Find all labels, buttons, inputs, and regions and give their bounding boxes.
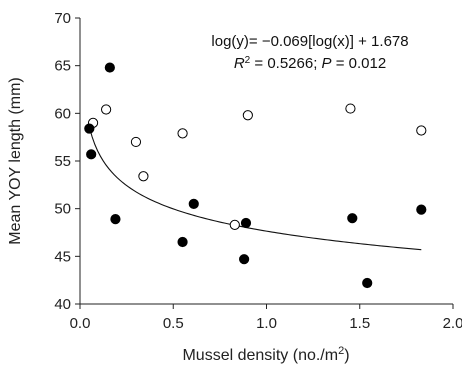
x-axis-title-end: ): [344, 347, 349, 364]
data-points: [84, 62, 427, 289]
x-tick-label: 0.5: [163, 315, 184, 332]
x-tick-label: 1.5: [349, 315, 370, 332]
stats-annotation: R2 = 0.5266; P = 0.012: [234, 55, 386, 73]
filled-data-point: [362, 277, 373, 289]
r2-superscript: 2: [245, 55, 251, 66]
equation-annotation: log(y)= −0.069[log(x)] + 1.678: [211, 33, 408, 50]
y-tick-label: 50: [54, 201, 71, 218]
filled-data-point: [239, 254, 250, 265]
open-data-point: [242, 110, 253, 121]
open-data-point: [101, 104, 112, 115]
open-data-point: [130, 136, 142, 148]
open-data-point: [416, 125, 427, 136]
x-tick-label: 0.0: [70, 315, 91, 332]
open-data-point: [177, 128, 188, 139]
axes: 40 45 50 55 60 65 70 0.0 0.5 1.0 1.5 2.0: [54, 10, 462, 332]
y-tick-label: 70: [54, 10, 71, 27]
filled-data-point: [347, 213, 358, 224]
y-tick-label: 45: [54, 248, 71, 265]
x-axis-title-superscript: 2: [338, 345, 344, 357]
p-value: = 0.012: [332, 55, 387, 72]
r2-label: R: [234, 55, 245, 72]
open-data-point: [138, 171, 149, 182]
x-axis-title-main: Mussel density (no./m: [182, 347, 338, 364]
trendline-group: [88, 126, 422, 251]
y-axis-title: Mean YOY length (mm): [7, 77, 24, 244]
open-data-point: [229, 219, 240, 230]
open-data-point: [345, 103, 356, 114]
y-tick-label: 60: [54, 105, 71, 122]
y-tick-label: 40: [54, 296, 71, 313]
y-tick-label: 55: [54, 153, 71, 170]
p-label: P: [322, 55, 332, 72]
y-tick-label: 65: [54, 58, 71, 75]
filled-data-point: [188, 198, 199, 209]
x-tick-label: 2.0: [443, 315, 462, 332]
filled-data-point: [84, 123, 95, 134]
filled-data-point: [110, 214, 121, 225]
filled-data-point: [416, 204, 427, 215]
r2-value: = 0.5266;: [250, 55, 321, 72]
filled-data-point: [104, 62, 115, 73]
filled-data-point: [177, 236, 188, 248]
filled-data-point: [240, 217, 252, 229]
x-tick-label: 1.0: [256, 315, 277, 332]
trendline: [88, 126, 422, 251]
x-axis-title: Mussel density (no./m2): [182, 345, 349, 364]
filled-data-point: [86, 149, 97, 160]
